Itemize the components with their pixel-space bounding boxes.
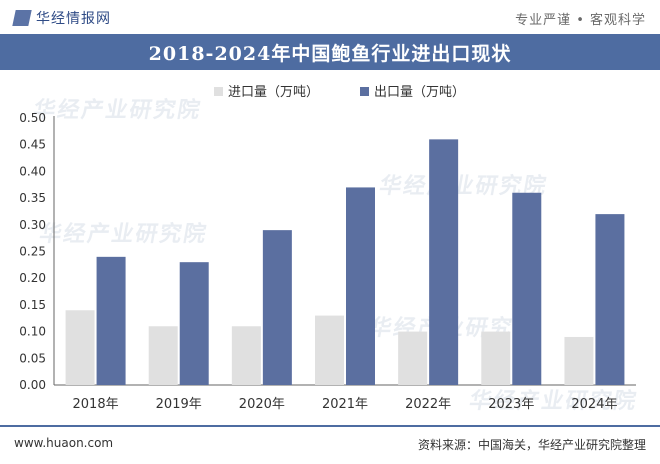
footer-divider (0, 425, 660, 427)
bar-import (564, 336, 594, 385)
y-tick-label: 0.30 (19, 218, 46, 232)
bar-export (262, 230, 292, 385)
x-tick-label: 2023年 (488, 397, 534, 412)
bar-export (512, 192, 542, 385)
brand-name: 华经情报网 (36, 11, 111, 27)
legend-swatch-1 (360, 87, 369, 96)
legend-swatch-0 (214, 87, 223, 96)
y-tick-label: 0.35 (19, 191, 46, 205)
bar-import (481, 331, 511, 385)
bar-import (315, 315, 344, 385)
chart-title: 2018-2024年中国鲍鱼行业进出口现状 (148, 42, 512, 65)
tagline: 专业严谨 • 客观科学 (515, 13, 646, 28)
brand-logo-icon (12, 10, 32, 26)
x-tick-label: 2020年 (239, 397, 285, 412)
y-tick-label: 0.10 (19, 325, 46, 339)
bar-import (148, 326, 178, 385)
bar-export (595, 214, 625, 385)
x-tick-label: 2022年 (405, 397, 451, 412)
footer-source: 资料来源：中国海关，华经产业研究院整理 (417, 438, 646, 452)
bar-export (179, 262, 209, 385)
bar-import (65, 310, 95, 385)
bar-export (429, 139, 459, 385)
y-tick-label: 0.15 (19, 298, 46, 312)
legend-label-1: 出口量（万吨） (374, 85, 465, 100)
y-tick-label: 0.25 (19, 245, 46, 259)
bar-export (346, 187, 375, 385)
brand-logo: 华经情报网 (12, 8, 111, 28)
y-tick-label: 0.00 (19, 378, 46, 392)
bar-import (231, 326, 261, 385)
legend-label-0: 进口量（万吨） (228, 85, 319, 100)
x-tick-label: 2024年 (571, 397, 617, 412)
y-tick-label: 0.20 (19, 271, 46, 285)
top-bar: 华经情报网 专业严谨 • 客观科学 (0, 0, 660, 34)
title-bar: 2018-2024年中国鲍鱼行业进出口现状 (0, 34, 660, 70)
y-tick-label: 0.40 (19, 164, 46, 178)
bar-export (96, 256, 126, 385)
y-tick-label: 0.50 (19, 111, 46, 125)
x-tick-label: 2019年 (156, 397, 202, 412)
bar-import (398, 331, 428, 385)
footer-website: www.huaon.com (14, 436, 114, 450)
y-tick-label: 0.45 (19, 138, 46, 152)
bar-chart: 进口量（万吨） 出口量（万吨） 0.00 0.05 0.10 0.15 0.20 0.25 0.… (19, 85, 636, 412)
x-tick-label: 2018年 (73, 397, 119, 412)
x-tick-label: 2021年 (322, 397, 368, 412)
y-tick-label: 0.05 (19, 351, 46, 365)
